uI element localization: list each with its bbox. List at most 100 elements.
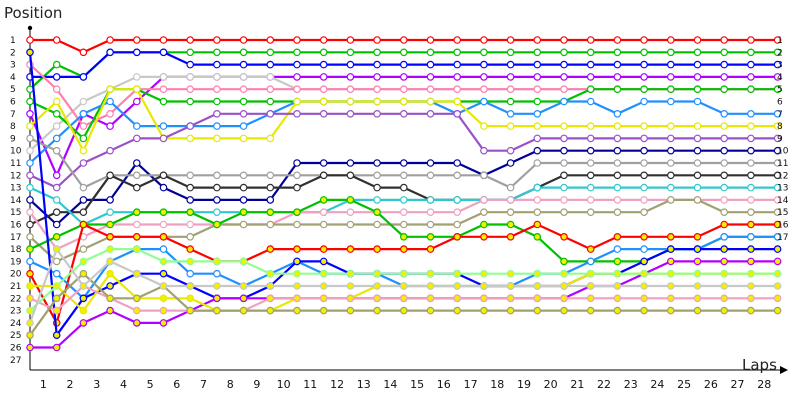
data-point bbox=[79, 159, 88, 167]
data-point bbox=[613, 134, 622, 143]
data-point bbox=[266, 306, 275, 315]
data-point bbox=[720, 183, 729, 192]
data-point bbox=[133, 233, 141, 241]
data-point bbox=[239, 171, 248, 180]
data-point bbox=[666, 269, 675, 278]
right-tick-label: 11 bbox=[777, 159, 788, 169]
data-point bbox=[266, 85, 275, 94]
data-point bbox=[266, 220, 275, 229]
data-point bbox=[186, 245, 195, 253]
data-point bbox=[213, 85, 221, 94]
data-point bbox=[52, 294, 61, 303]
data-point bbox=[533, 60, 542, 69]
data-point bbox=[293, 97, 301, 106]
data-point bbox=[666, 48, 675, 57]
data-point bbox=[586, 269, 595, 278]
data-point bbox=[159, 97, 168, 106]
data-point bbox=[747, 294, 755, 303]
data-point bbox=[747, 159, 755, 167]
data-point bbox=[213, 196, 221, 204]
series-line bbox=[30, 272, 778, 312]
data-point bbox=[159, 306, 168, 315]
data-point bbox=[133, 97, 141, 106]
data-point bbox=[186, 134, 195, 143]
data-point bbox=[239, 60, 248, 69]
data-point bbox=[159, 134, 168, 143]
data-point bbox=[239, 85, 248, 94]
data-point bbox=[640, 208, 648, 217]
data-point bbox=[693, 36, 702, 44]
right-tick-label: 13 bbox=[777, 184, 788, 194]
y-axis-title: Position bbox=[4, 4, 63, 22]
data-point bbox=[133, 171, 141, 180]
data-point bbox=[399, 269, 408, 278]
data-point bbox=[106, 110, 114, 118]
data-point bbox=[773, 269, 782, 278]
data-point bbox=[346, 73, 355, 81]
data-point bbox=[52, 208, 61, 217]
data-point bbox=[239, 257, 248, 266]
data-point bbox=[293, 85, 301, 94]
data-point bbox=[239, 306, 248, 315]
series-25 bbox=[26, 245, 782, 315]
data-point bbox=[319, 171, 328, 180]
data-point bbox=[586, 36, 595, 44]
data-point bbox=[613, 171, 622, 180]
data-point bbox=[26, 146, 34, 155]
data-point bbox=[747, 282, 755, 290]
data-point bbox=[773, 220, 782, 229]
x-tick-label: 18 bbox=[490, 378, 504, 391]
data-point bbox=[720, 122, 729, 130]
data-point bbox=[79, 183, 88, 192]
data-point bbox=[26, 331, 34, 340]
data-point bbox=[747, 110, 755, 118]
x-tick-label: 24 bbox=[650, 378, 664, 391]
data-point bbox=[426, 294, 435, 303]
data-point bbox=[426, 48, 435, 57]
data-point bbox=[293, 171, 301, 180]
series-line bbox=[29, 51, 778, 91]
series-line bbox=[29, 186, 778, 226]
data-point bbox=[586, 48, 595, 57]
data-point bbox=[133, 73, 141, 81]
data-point bbox=[399, 48, 408, 57]
data-point bbox=[266, 269, 275, 278]
series-24 bbox=[26, 269, 782, 340]
data-point bbox=[106, 146, 114, 155]
data-point bbox=[560, 306, 568, 315]
x-tick-label: 19 bbox=[517, 378, 531, 391]
data-point bbox=[720, 159, 729, 167]
data-point bbox=[186, 85, 195, 94]
data-point bbox=[213, 171, 221, 180]
data-point bbox=[26, 319, 34, 327]
data-point bbox=[346, 85, 355, 94]
data-point bbox=[747, 220, 755, 229]
data-point bbox=[79, 196, 88, 204]
data-point bbox=[720, 60, 729, 69]
data-point bbox=[560, 134, 568, 143]
data-point bbox=[239, 183, 248, 192]
y-tick-label: 22 bbox=[10, 294, 21, 304]
data-point bbox=[560, 73, 568, 81]
y-tick-label: 19 bbox=[10, 257, 22, 267]
data-point bbox=[533, 183, 542, 192]
data-point bbox=[453, 220, 462, 229]
data-point bbox=[159, 73, 168, 81]
data-point bbox=[640, 134, 648, 143]
data-point bbox=[373, 208, 381, 217]
data-point bbox=[319, 269, 328, 278]
data-point bbox=[613, 159, 622, 167]
data-point bbox=[747, 48, 755, 57]
data-point bbox=[720, 208, 729, 217]
y-tick-label: 13 bbox=[10, 184, 21, 194]
data-point bbox=[373, 282, 381, 290]
data-point bbox=[213, 306, 221, 315]
data-point bbox=[346, 282, 355, 290]
data-point bbox=[319, 257, 328, 266]
data-point bbox=[560, 233, 568, 241]
data-point bbox=[106, 269, 114, 278]
data-point bbox=[52, 73, 61, 81]
data-point bbox=[747, 36, 755, 44]
data-point bbox=[560, 48, 568, 57]
data-point bbox=[586, 134, 595, 143]
